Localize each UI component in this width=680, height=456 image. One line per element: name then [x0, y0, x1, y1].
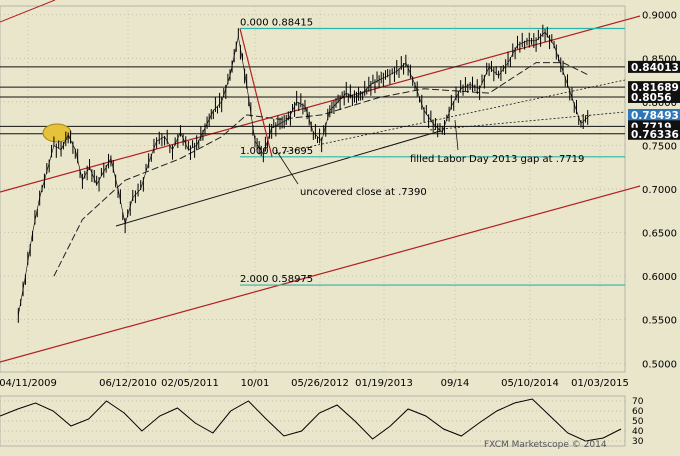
close-annotation: uncovered close at .7390	[300, 187, 427, 198]
red-channel-line-1	[0, 185, 641, 363]
price-box-label-2: 0.8056	[631, 92, 672, 104]
watermark: FXCM Marketscope © 2014	[484, 440, 607, 450]
rsi-tick-label-3: 40	[632, 427, 644, 437]
price-box-label-0: 0.84013	[631, 62, 679, 74]
y-tick-label-8: 0.5000	[642, 359, 677, 370]
price-box-5	[628, 127, 680, 140]
y-tick-label-0: 0.9000	[642, 11, 677, 22]
x-tick-label-3: 10/01	[241, 378, 270, 389]
rsi-tick-label-0: 70	[632, 397, 644, 407]
fib-label-2: 2.000 0.58975	[240, 274, 313, 285]
price-box-3	[628, 108, 680, 121]
dotted-trendline-2	[429, 111, 626, 131]
gap-annotation: filled Labor Day 2013 gap at .7719	[410, 154, 584, 165]
rsi-tick-label-4: 30	[632, 437, 644, 447]
y-tick-label-6: 0.6000	[642, 272, 677, 283]
gap-pointer-line	[454, 119, 459, 151]
highlight-ellipse	[42, 123, 72, 143]
price-box-1	[628, 81, 680, 94]
y-tick-label-7: 0.5500	[642, 316, 677, 327]
y-tick-label-4: 0.7000	[642, 185, 677, 196]
y-tick-label-1: 0.8500	[642, 54, 677, 65]
price-box-0	[628, 60, 680, 73]
price-line	[18, 31, 591, 316]
moving-average-line	[53, 62, 591, 277]
x-tick-label-8: 01/03/2015	[571, 378, 629, 389]
fib-swing-line	[239, 28, 273, 157]
rsi-tick-label-1: 60	[632, 407, 644, 417]
x-tick-label-6: 09/14	[441, 378, 470, 389]
x-tick-label-5: 01/19/2013	[355, 378, 413, 389]
x-tick-label-0: 04/11/2009	[0, 378, 57, 389]
price-box-2	[628, 90, 680, 103]
y-tick-label-5: 0.6500	[642, 229, 677, 240]
x-tick-label-2: 02/05/2011	[161, 378, 219, 389]
price-box-label-5: 0.76336	[631, 129, 679, 141]
x-tick-label-7: 05/10/2014	[501, 378, 559, 389]
price-box-label-3: 0.78493	[631, 110, 679, 122]
y-tick-label-2: 0.8000	[642, 98, 677, 109]
red-channel-line-upper	[0, 0, 56, 23]
y-tick-label-3: 0.7500	[642, 141, 677, 152]
black-trendline	[115, 130, 441, 227]
x-tick-label-4: 05/26/2012	[291, 378, 349, 389]
fib-label-0: 0.000 0.88415	[240, 18, 313, 29]
rsi-tick-label-2: 50	[632, 417, 644, 427]
rsi-line	[0, 398, 622, 442]
close-pointer-line	[275, 149, 299, 185]
x-tick-label-1: 06/12/2010	[99, 378, 157, 389]
